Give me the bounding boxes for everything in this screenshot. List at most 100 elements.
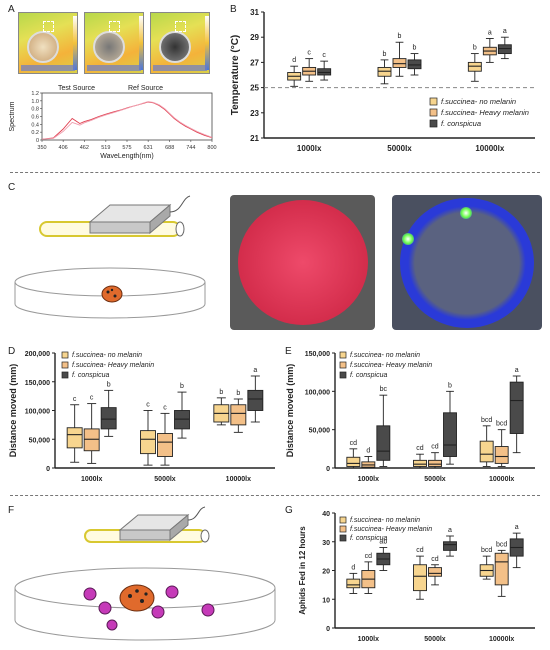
significance-letter: b [398,33,402,40]
category-label: 1000lx [358,476,380,483]
legend-swatch [429,97,438,106]
arena-photo-red [230,195,375,330]
y-tick-label: 0 [36,138,39,144]
legend-swatch [61,371,69,379]
y-tick-label: 1.0 [31,99,39,105]
box [494,552,509,586]
color-scale [139,16,143,70]
x-tick-label: 744 [186,145,195,151]
y-tick-label: 30 [322,540,330,547]
panel-label-b: B [230,4,237,15]
x-tick-label: 631 [144,145,153,151]
blue-dish [400,198,534,328]
box [443,412,457,457]
box [140,430,156,455]
ladybird-icon [119,584,155,612]
legend-swatch [429,119,438,128]
box [479,440,494,463]
beetle-disk [159,31,191,63]
legend-label: f.succinea- no melanin [350,517,420,524]
significance-letter: bc [380,386,388,393]
significance-letter: a [253,367,257,374]
box [230,404,247,426]
y-axis-label: Spectrum [9,101,16,131]
x-tick-label: 519 [101,145,110,151]
significance-letter: c [146,402,150,409]
panel-label-f: F [8,505,15,516]
legend-label: f.succinea- no melanin [441,97,516,106]
y-tick-label: 0.6 [31,115,39,121]
significance-letter: b [473,45,477,52]
category-label: 5000lx [424,476,446,483]
info-bar [21,65,75,71]
legend-label: f. conspicua [350,535,387,542]
category-label: 5000lx [424,636,446,643]
x-tick-label: 800 [207,145,216,151]
significance-letter: cd [416,445,424,452]
legend-test-source: Test Source [58,85,95,92]
y-tick-label: 0.4 [31,122,39,128]
significance-letter: cd [431,444,439,451]
significance-letter: bcd [496,421,507,428]
box [83,428,100,452]
significance-letter: c [307,50,311,57]
category-label: 1000lx [81,476,103,483]
y-tick-label: 150,000 [305,351,330,358]
panel-label-d: D [8,346,16,357]
x-tick-label: 462 [80,145,89,151]
category-label: 1000lx [358,636,380,643]
y-tick-label: 0 [326,626,330,633]
legend-ref-source: Ref Source [128,85,163,92]
y-axis-label: Temperature (°C) [230,35,241,116]
panel-label-e: E [285,346,292,357]
y-tick-label: 0.8 [31,107,39,113]
box [497,44,512,55]
x-axis-label: WaveLength(nm) [100,153,153,160]
box [428,459,442,467]
box [346,578,361,589]
red-dish [238,200,368,325]
box [174,410,190,430]
legend-swatch [339,525,347,533]
y-tick-label: 23 [250,109,259,118]
significance-letter: a [503,28,507,35]
y-tick-label: 31 [250,8,259,17]
significance-letter: a [488,29,492,36]
category-label: 1000lx [297,144,322,153]
y-tick-label: 100,000 [305,389,330,396]
category-label: 10000lx [489,636,514,643]
significance-letter: b [413,45,417,52]
legend-swatch [339,351,347,359]
category-label: 10000lx [475,144,504,153]
y-axis-label: Distance moved (mm) [8,364,18,458]
box [157,433,173,457]
box [467,61,482,72]
significance-letter: d [351,564,355,571]
significance-letter: c [90,395,94,402]
box [247,389,264,411]
measure-box [43,21,54,32]
aphid-icons [83,585,215,631]
legend-label: f.succinea- Heavy melanin [441,108,529,117]
y-tick-label: 20 [322,569,330,576]
panel-label-g: G [285,505,293,516]
legend-swatch [61,351,69,359]
x-tick-label: 575 [122,145,131,151]
legend-label: f.succinea- Heavy melanin [72,362,154,369]
measure-box [175,21,186,32]
y-tick-label: 200,000 [25,351,50,358]
legend-swatch [339,361,347,369]
hotspot [402,233,414,245]
box [317,68,332,76]
legend-label: f. conspicua [441,119,481,128]
y-tick-label: 1.2 [31,91,39,97]
y-axis-label: Aphids Fed in 12 hours [298,526,307,615]
light-source-box [88,195,191,235]
significance-letter: a [448,527,452,534]
box [443,541,457,551]
legend-swatch [339,371,347,379]
